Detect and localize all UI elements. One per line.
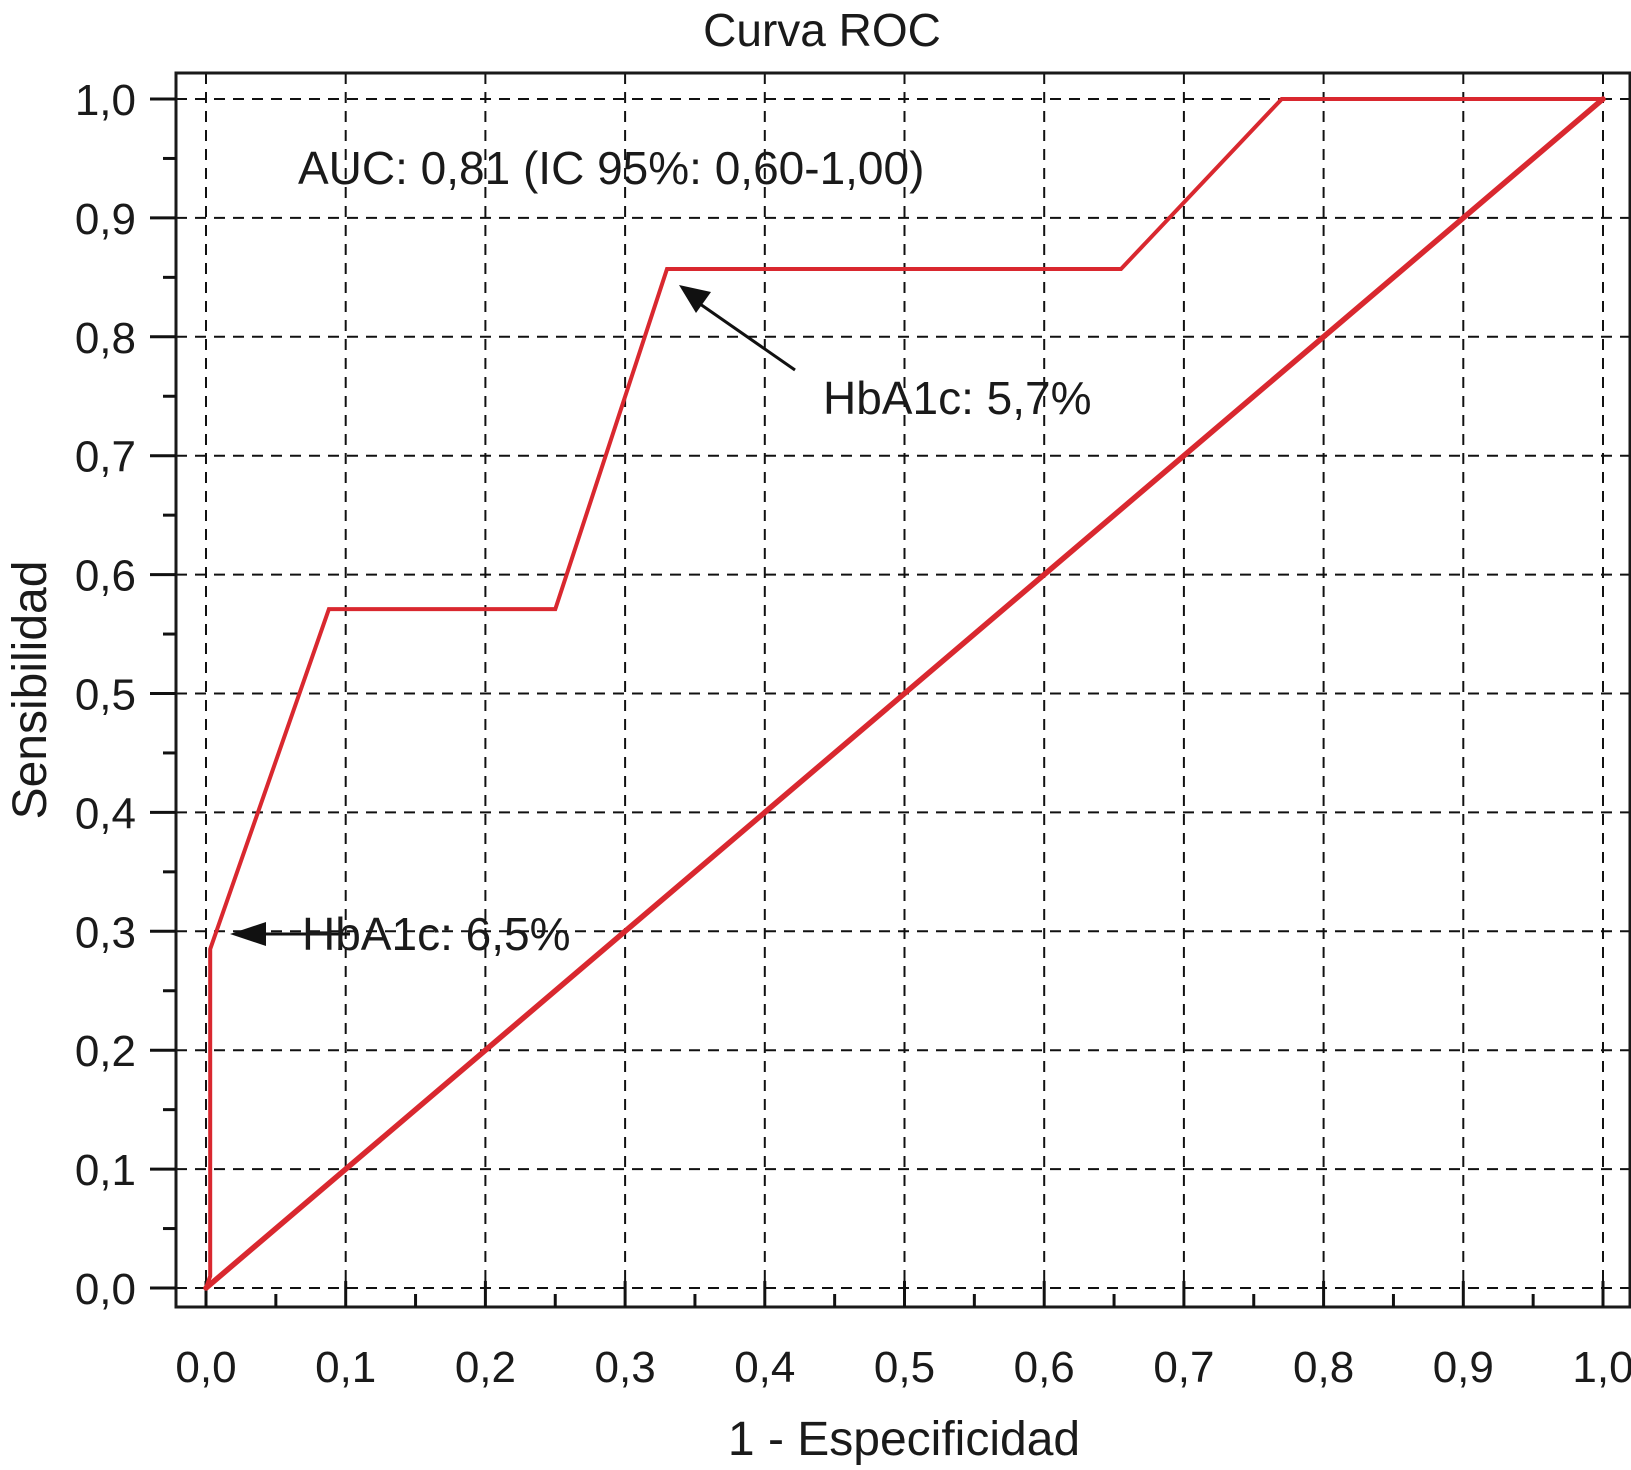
hba1c-57-arrow-shaft bbox=[689, 295, 796, 372]
x-tick-label: 0,4 bbox=[734, 1343, 795, 1392]
y-tick-label: 0,6 bbox=[75, 552, 136, 601]
auc-annotation: AUC: 0,81 (IC 95%: 0,60-1,00) bbox=[298, 142, 924, 194]
reference-diagonal-line bbox=[203, 96, 1606, 1291]
y-tick-label: 0,4 bbox=[75, 789, 136, 838]
x-tick-label: 0,9 bbox=[1433, 1343, 1494, 1392]
y-tick-label: 0,7 bbox=[75, 433, 136, 482]
x-tick-label: 0,0 bbox=[175, 1343, 236, 1392]
hba1c-57-annotation: HbA1c: 5,7% bbox=[823, 372, 1091, 424]
y-tick-label: 0,3 bbox=[75, 908, 136, 957]
annotations: AUC: 0,81 (IC 95%: 0,60-1,00) HbA1c: 5,7… bbox=[230, 142, 1091, 960]
x-tick-label: 0,3 bbox=[595, 1343, 656, 1392]
y-tick-label: 0,0 bbox=[75, 1265, 136, 1314]
roc-curve-line bbox=[204, 97, 1605, 1290]
x-axis-label: 1 - Especificidad bbox=[728, 1413, 1080, 1466]
x-tick-labels: 0,0 0,1 0,2 0,3 0,4 0,5 0,6 0,7 0,8 0,9 1,0 bbox=[175, 1343, 1631, 1392]
hba1c-65-annotation: HbA1c: 6,5% bbox=[302, 908, 570, 960]
y-tick-label: 0,1 bbox=[75, 1146, 136, 1195]
grid-lines bbox=[176, 73, 1630, 1307]
y-tick-labels: 0,0 0,1 0,2 0,3 0,4 0,5 0,6 0,7 0,8 0,9 1,0 bbox=[75, 76, 136, 1314]
x-tick-label: 1,0 bbox=[1572, 1343, 1631, 1392]
x-tick-label: 0,2 bbox=[455, 1343, 516, 1392]
x-tick-label: 0,1 bbox=[315, 1343, 376, 1392]
x-tick-label: 0,6 bbox=[1014, 1343, 1075, 1392]
y-axis-label: Sensibilidad bbox=[4, 561, 57, 820]
y-tick-label: 0,9 bbox=[75, 195, 136, 244]
x-tick-label: 0,7 bbox=[1153, 1343, 1214, 1392]
hba1c-65-arrow-head bbox=[230, 922, 266, 946]
x-tick-label: 0,5 bbox=[874, 1343, 935, 1392]
y-tick-label: 0,5 bbox=[75, 671, 136, 720]
x-tick-label: 0,8 bbox=[1293, 1343, 1354, 1392]
y-tick-label: 1,0 bbox=[75, 76, 136, 125]
hba1c-57-arrow-head bbox=[679, 285, 711, 313]
axis-ticks bbox=[150, 97, 1605, 1307]
y-tick-label: 0,2 bbox=[75, 1027, 136, 1076]
chart-title: Curva ROC bbox=[703, 4, 941, 56]
series-lines bbox=[203, 96, 1606, 1291]
y-tick-label: 0,8 bbox=[75, 314, 136, 363]
